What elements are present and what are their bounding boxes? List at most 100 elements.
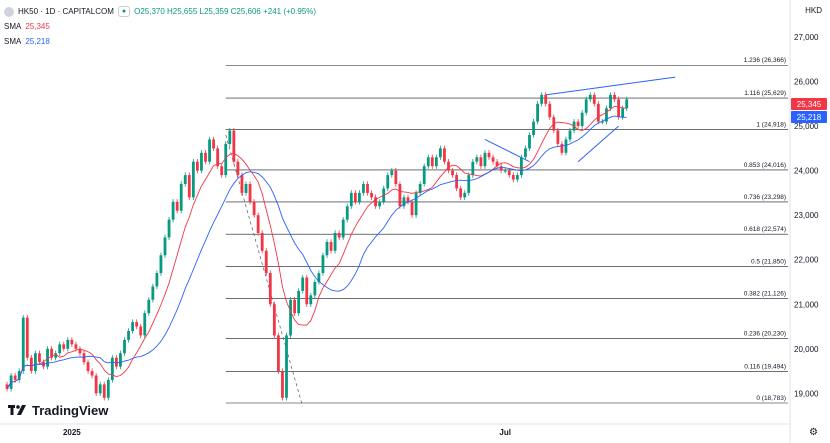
candle-body: [345, 206, 349, 220]
candle-body: [155, 273, 159, 287]
candle-body: [58, 344, 62, 354]
candle-body: [272, 304, 276, 336]
y-tick-label: 26,000: [794, 78, 819, 87]
candle-body: [260, 232, 264, 251]
candle-body: [430, 157, 434, 167]
candle-body: [362, 183, 365, 193]
candle-body: [394, 170, 398, 184]
candle-body: [422, 166, 426, 184]
candle-body: [609, 94, 612, 109]
candle-body: [560, 143, 564, 153]
candle-body: [378, 201, 382, 207]
fib-label: 0.5 (21,850): [751, 258, 786, 265]
sma-slow-label[interactable]: SMA: [4, 37, 22, 46]
candle-body: [54, 353, 58, 358]
candle-body: [568, 130, 572, 140]
candle-body: [528, 134, 531, 149]
candlesticks: [5, 92, 629, 401]
candle-body: [402, 197, 406, 207]
candle-body: [25, 317, 29, 358]
candle-body: [374, 197, 377, 207]
tradingview-logo-text: TradingView: [32, 403, 109, 418]
candle-body: [102, 384, 106, 398]
candle-body: [277, 335, 280, 372]
candle-body: [281, 371, 284, 398]
fib-label: 1 (24,918): [756, 122, 786, 129]
y-tick-label: 25,000: [794, 122, 819, 131]
candle-body: [110, 357, 114, 380]
candle-body: [143, 313, 147, 336]
symbol-icon[interactable]: [4, 6, 14, 17]
candle-body: [536, 103, 539, 122]
sma-fast-line: [6, 105, 627, 390]
y-tick-label: 22,000: [794, 256, 819, 265]
candle-body: [244, 183, 248, 193]
candle-body: [349, 192, 353, 207]
candle-body: [159, 255, 163, 274]
candle-body: [576, 121, 580, 127]
trendline: [577, 125, 619, 163]
candle-body: [621, 108, 625, 118]
candle-body: [475, 157, 479, 162]
fib-label: 0 (18,783): [756, 395, 786, 402]
candle-body: [467, 175, 471, 193]
candle-body: [596, 103, 600, 122]
candle-body: [289, 299, 292, 336]
y-tick-label: 23,000: [794, 211, 819, 220]
candle-body: [333, 232, 337, 251]
candle-body: [386, 175, 390, 189]
sma-fast-value: 25,345: [25, 22, 50, 31]
tradingview-logo-icon: [8, 405, 26, 415]
candle-body: [175, 201, 179, 211]
candle-body: [459, 188, 463, 198]
symbol-title[interactable]: HK50 · 1D · CAPITALCOM: [18, 7, 114, 16]
x-tick-label: 2025: [63, 428, 81, 437]
market-status-badge: ●: [117, 6, 131, 17]
gear-icon[interactable]: ⚙: [809, 427, 818, 438]
candle-body: [406, 197, 410, 202]
candle-body: [167, 219, 171, 238]
candle-body: [613, 94, 616, 100]
candle-body: [370, 192, 373, 198]
candle-body: [240, 175, 244, 193]
candle-body: [398, 183, 402, 207]
fib-label: 0.853 (24,016): [744, 162, 786, 169]
trendline: [545, 76, 676, 96]
candle-body: [495, 161, 499, 167]
candle-body: [200, 152, 203, 171]
candle-body: [147, 299, 151, 314]
sma-lines: [6, 105, 627, 390]
candle-body: [515, 175, 519, 180]
candle-body: [62, 344, 66, 349]
fibonacci-levels: 1.236 (26,366) 1.116 (25,629) 1 (24,918) 0.…: [225, 57, 788, 404]
candle-body: [418, 183, 422, 193]
candle-body: [564, 139, 568, 153]
candle-body: [119, 353, 122, 367]
y-tick-label: 21,000: [794, 300, 819, 309]
candle-body: [301, 277, 305, 291]
candle-body: [511, 175, 515, 180]
sma-slow-line: [6, 115, 627, 390]
candle-body: [447, 161, 450, 171]
candle-body: [216, 148, 220, 167]
candle-body: [483, 152, 487, 167]
candle-body: [520, 157, 523, 176]
sma-fast-label[interactable]: SMA: [4, 22, 22, 31]
candle-body: [256, 215, 260, 233]
candle-body: [329, 241, 333, 251]
candle-body: [248, 183, 252, 202]
fib-label: 0.736 (23,298): [744, 194, 786, 201]
y-tick-label: 20,000: [794, 345, 819, 354]
candle-body: [17, 371, 21, 380]
candle-body: [601, 121, 604, 123]
candle-body: [191, 161, 195, 198]
trendline: [484, 138, 530, 163]
candle-body: [78, 348, 82, 354]
candle-body: [584, 99, 588, 113]
currency-label[interactable]: HKD: [805, 6, 822, 15]
candle-body: [208, 139, 211, 162]
y-tick-label: 27,000: [794, 33, 819, 42]
fib-label: 0.618 (22,574): [744, 226, 786, 233]
candle-body: [297, 290, 301, 314]
